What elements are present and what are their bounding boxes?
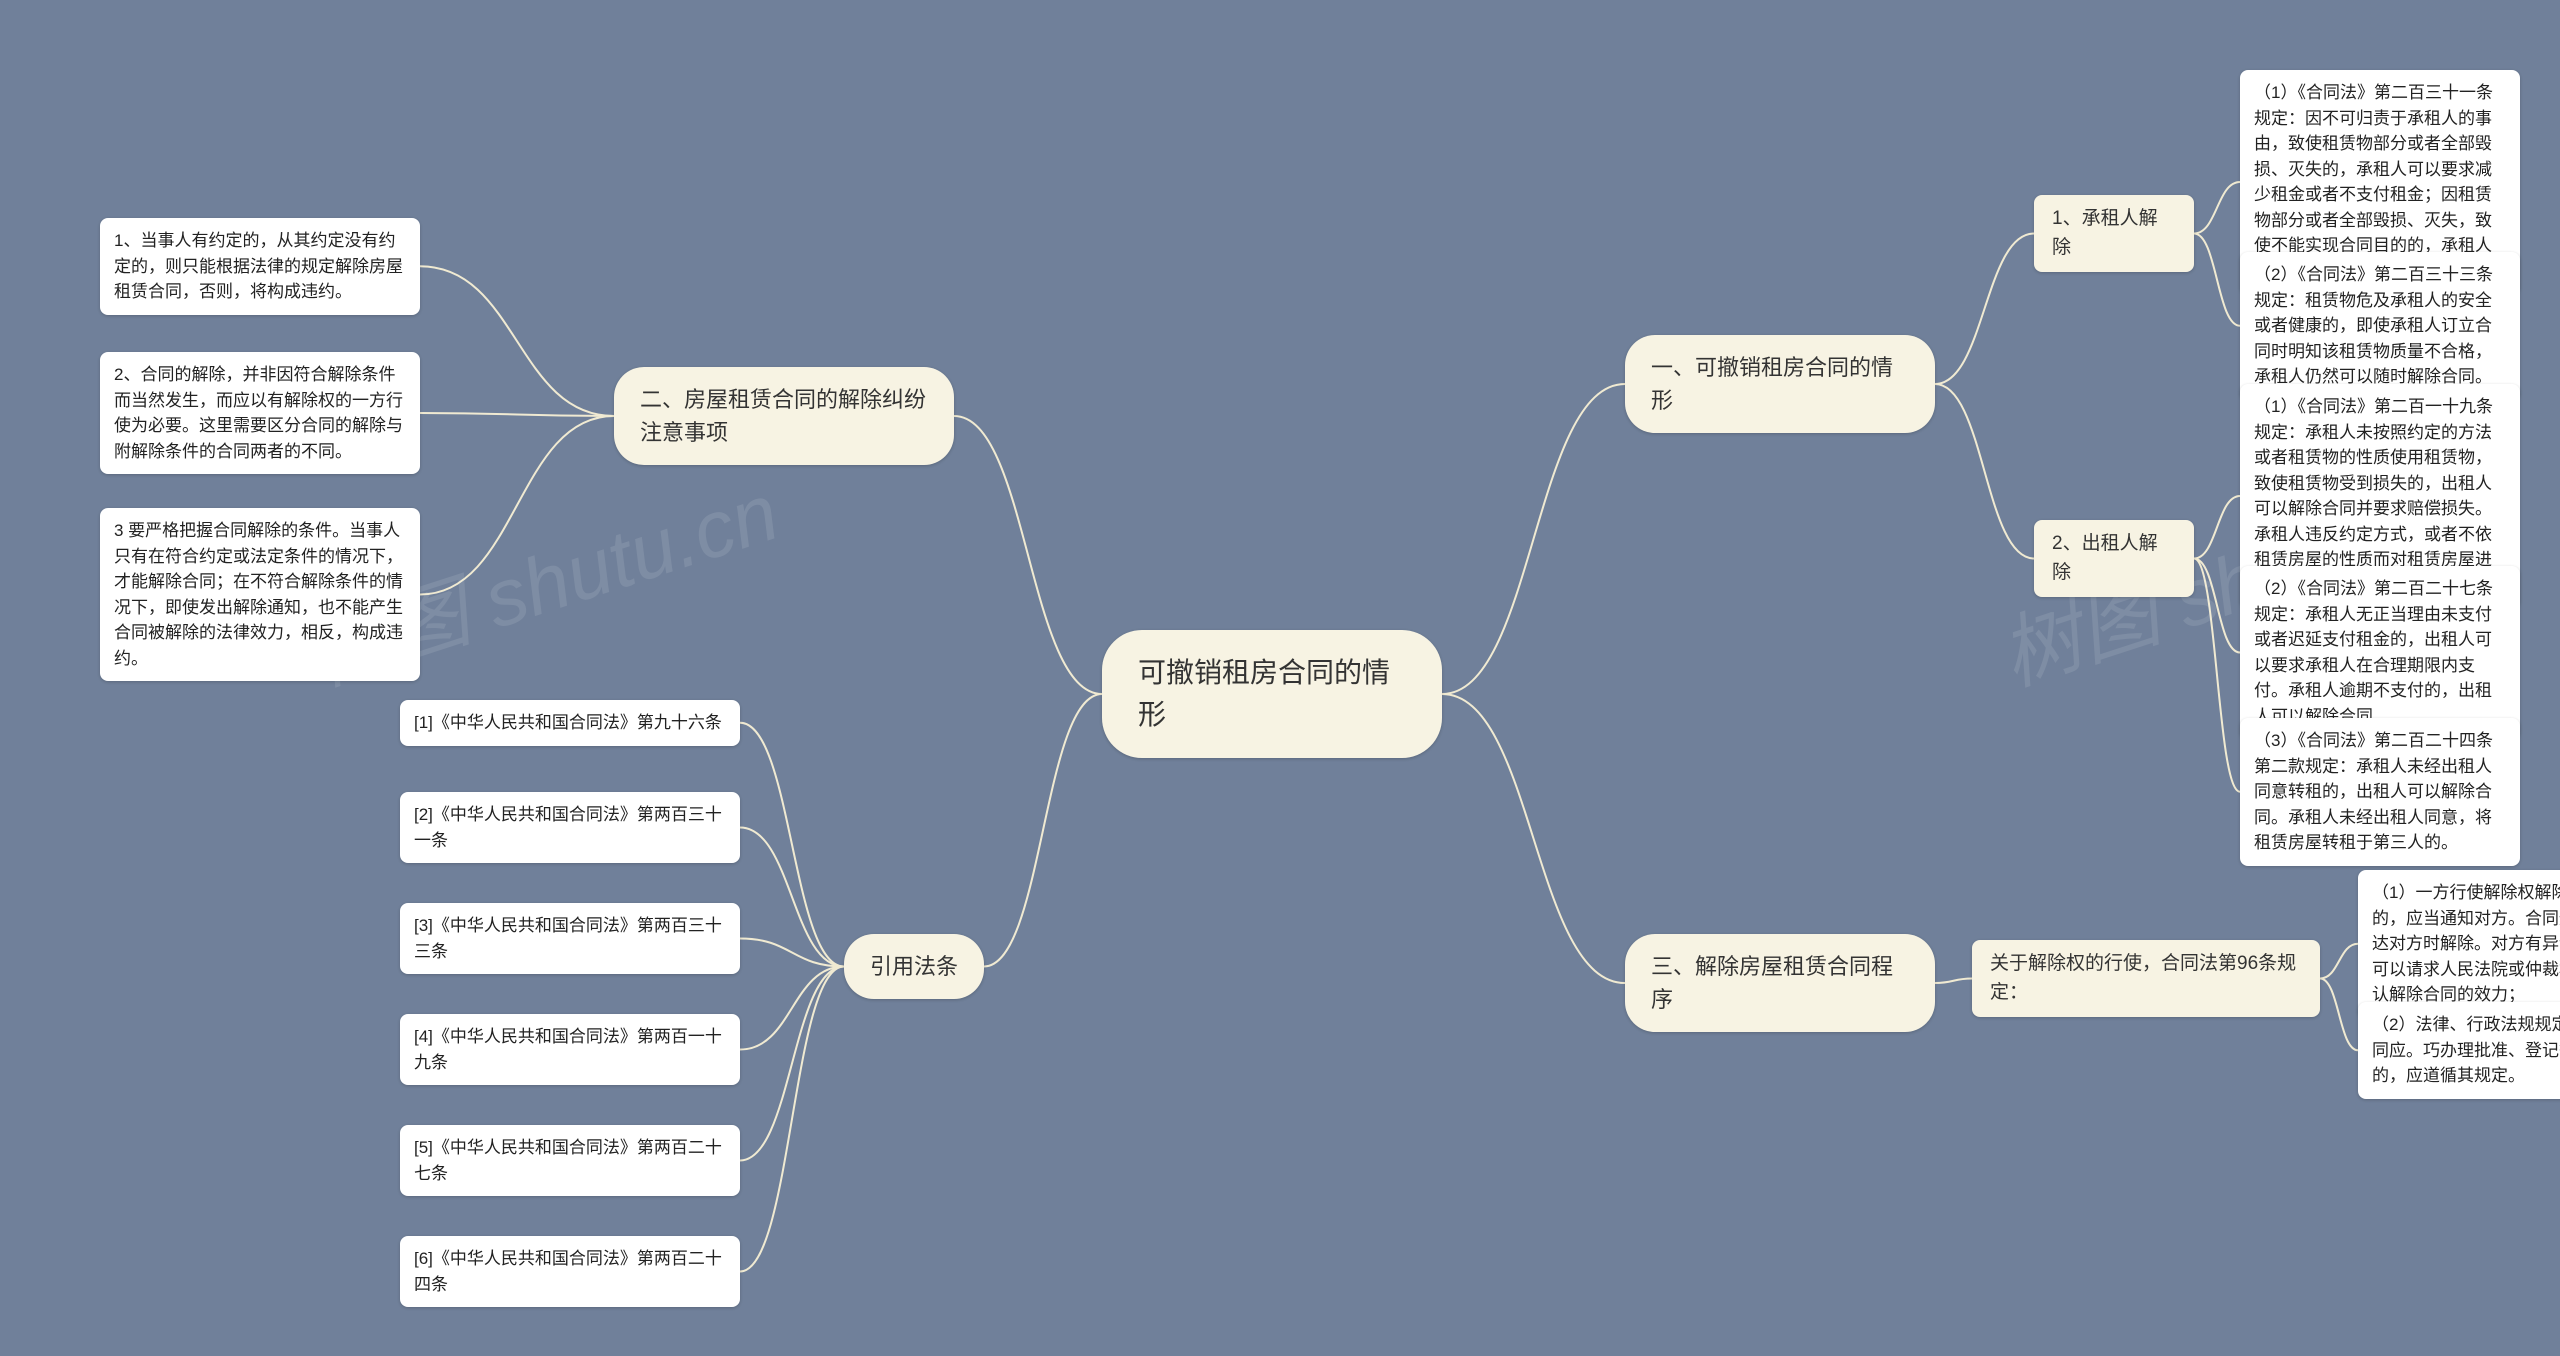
- sub-node: 关于解除权的行使，合同法第96条规定：: [1972, 940, 2320, 1017]
- leaf-node: （3）《合同法》第二百二十四条第二款规定：承租人未经出租人同意转租的，出租人可以…: [2240, 718, 2520, 866]
- sub-node: 2、出租人解除: [2034, 520, 2194, 597]
- sub-node: 1、承租人解除: [2034, 195, 2194, 272]
- leaf-node: （2）《合同法》第二百三十三条规定：租赁物危及承租人的安全或者健康的，即使承租人…: [2240, 252, 2520, 400]
- leaf-node: [2]《中华人民共和国合同法》第两百三十一条: [400, 792, 740, 863]
- leaf-node: 3 要严格把握合同解除的条件。当事人只有在符合约定或法定条件的情况下，才能解除合…: [100, 508, 420, 681]
- leaf-node: [5]《中华人民共和国合同法》第两百二十七条: [400, 1125, 740, 1196]
- root-node: 可撤销租房合同的情形: [1102, 630, 1442, 758]
- leaf-node: （2）《合同法》第二百二十七条规定：承租人无正当理由未支付或者迟延支付租金的，出…: [2240, 566, 2520, 739]
- branch-node: 一、可撤销租房合同的情形: [1625, 335, 1935, 433]
- leaf-node: [6]《中华人民共和国合同法》第两百二十四条: [400, 1236, 740, 1307]
- leaf-node: （2）法律、行政法规规定解除合同应。巧办理批准、登记等手续的，应道循其规定。: [2358, 1002, 2560, 1099]
- leaf-node: 2、合同的解除，并非因符合解除条件而当然发生，而应以有解除权的一方行使为必要。这…: [100, 352, 420, 474]
- leaf-node: 1、当事人有约定的，从其约定没有约定的，则只能根据法律的规定解除房屋租赁合同，否…: [100, 218, 420, 315]
- branch-node: 三、解除房屋租赁合同程序: [1625, 934, 1935, 1032]
- branch-node: 二、房屋租赁合同的解除纠纷注意事项: [614, 367, 954, 465]
- leaf-node: [3]《中华人民共和国合同法》第两百三十三条: [400, 903, 740, 974]
- leaf-node: （1）一方行使解除权解除合同的，应当通知对方。合同通知到达对方时解除。对方有异议…: [2358, 870, 2560, 1018]
- branch-node: 引用法条: [844, 934, 984, 999]
- leaf-node: [4]《中华人民共和国合同法》第两百一十九条: [400, 1014, 740, 1085]
- leaf-node: [1]《中华人民共和国合同法》第九十六条: [400, 700, 740, 746]
